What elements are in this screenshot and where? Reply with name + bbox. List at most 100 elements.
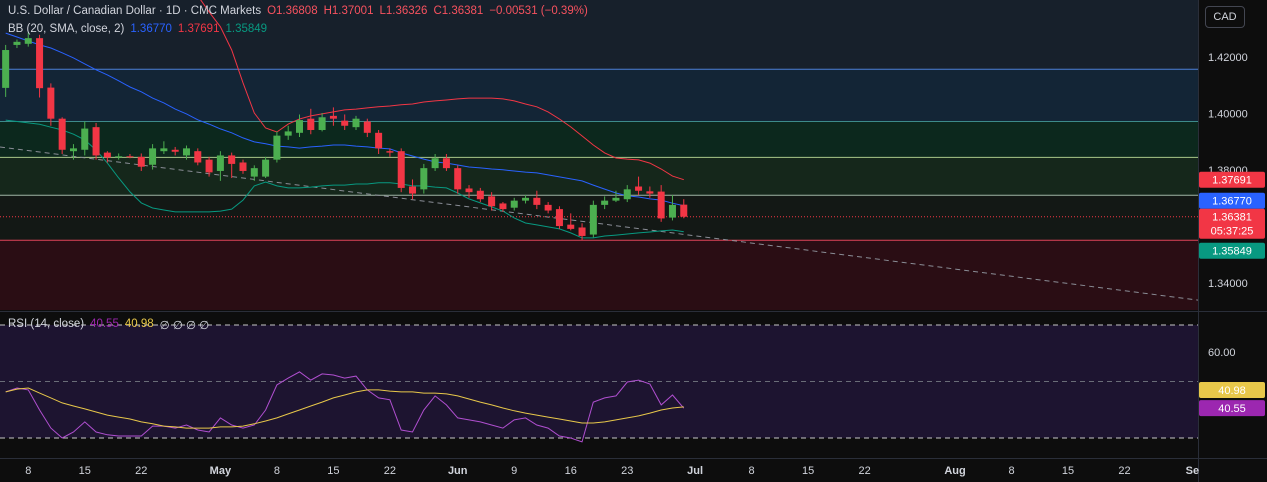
zone <box>0 69 1198 122</box>
ohlc-close: C1.36381 <box>433 5 484 17</box>
candle-body <box>250 168 258 177</box>
candle-body <box>442 158 450 169</box>
price-label: 40.98 <box>1218 385 1246 397</box>
candle-body <box>92 127 100 156</box>
candle-body <box>262 159 270 177</box>
candle-body <box>601 200 609 205</box>
candle-body <box>273 135 281 160</box>
x-tick-label: 15 <box>802 465 814 477</box>
y-tick-label: 60.00 <box>1208 347 1236 359</box>
candle-body <box>420 168 428 190</box>
candle-body <box>431 158 439 169</box>
candle-body <box>555 209 563 227</box>
zone <box>0 240 1198 310</box>
y-tick-label: 1.34000 <box>1208 278 1248 290</box>
candle-body <box>375 132 383 149</box>
candle-body <box>544 204 552 211</box>
candle-body <box>623 189 631 200</box>
rsi-title: RSI (14, close) <box>8 318 85 330</box>
x-tick-label: 15 <box>327 465 339 477</box>
indicator-title: BB (20, SMA, close, 2) <box>8 23 125 35</box>
candle-body <box>612 197 620 201</box>
symbol-legend: U.S. Dollar / Canadian Dollar · 1D · CMC… <box>8 5 588 17</box>
candle-body <box>680 204 688 217</box>
candle-body <box>397 151 405 188</box>
x-tick-label: 16 <box>565 465 577 477</box>
x-tick-label: 9 <box>511 465 517 477</box>
y-tick-label: 1.42000 <box>1208 52 1248 64</box>
candle-body <box>363 121 371 133</box>
candle-body <box>149 148 157 165</box>
ohlc-open: O1.36808 <box>267 5 318 17</box>
bb-basis-value: 1.36770 <box>130 23 172 35</box>
candle-body <box>171 149 179 152</box>
price-label: 1.36770 <box>1212 196 1252 208</box>
candle-body <box>103 152 111 158</box>
rsi-value: 40.55 <box>90 318 119 330</box>
bb-line <box>5 32 684 207</box>
candle-body <box>533 197 541 205</box>
candle-body <box>239 162 247 171</box>
candle-body <box>386 151 394 153</box>
candle-body <box>488 196 496 207</box>
x-tick-label: Se <box>1186 465 1199 477</box>
candle-body <box>47 87 55 119</box>
candle-body <box>296 120 303 133</box>
candle-body <box>589 204 597 235</box>
candle-body <box>499 203 507 210</box>
price-label: 40.55 <box>1218 403 1246 415</box>
candle-body <box>216 155 224 171</box>
x-tick-label: 8 <box>1008 465 1014 477</box>
x-tick-label: 22 <box>135 465 147 477</box>
x-tick-label: 8 <box>25 465 31 477</box>
candle-body <box>69 148 77 152</box>
zone <box>0 157 1198 196</box>
candle-body <box>329 115 337 119</box>
bb-upper-value: 1.37691 <box>177 23 220 35</box>
bb-line <box>200 0 684 181</box>
candle-body <box>510 200 518 208</box>
indicator-legend: BB (20, SMA, close, 2) 1.36770 1.37691 1… <box>8 23 267 35</box>
candle-body <box>205 159 213 173</box>
price-label-box <box>1199 381 1265 398</box>
x-tick-label: Jun <box>448 465 468 477</box>
candle-body <box>454 168 462 190</box>
countdown: 05:37:25 <box>1211 226 1254 238</box>
candle-body <box>36 38 44 89</box>
price-label: 1.37691 <box>1212 175 1252 187</box>
candle-body <box>465 188 473 193</box>
y-tick-label: 1.40000 <box>1208 108 1248 120</box>
price-label-box <box>1199 208 1265 239</box>
candle-body <box>352 118 360 128</box>
candle-body <box>476 190 484 200</box>
x-tick-label: 8 <box>274 465 280 477</box>
candle-body <box>307 118 315 130</box>
ohlc-low: L1.36326 <box>379 5 428 17</box>
candle-body <box>160 148 168 152</box>
price-label-box <box>1199 171 1265 188</box>
trendline <box>0 146 1198 301</box>
candle-body <box>409 186 417 194</box>
rsi-line <box>5 387 684 429</box>
rsi-pane <box>0 324 1198 443</box>
candle-body <box>578 227 586 236</box>
candle-body <box>228 155 236 164</box>
candle-body <box>284 131 292 136</box>
ohlc-high: H1.37001 <box>323 5 374 17</box>
x-tick-label: 15 <box>1062 465 1074 477</box>
candle-body <box>657 191 665 219</box>
price-label: 1.36381 <box>1212 212 1252 224</box>
currency-button[interactable]: CAD <box>1205 6 1245 28</box>
candle-body <box>13 41 21 45</box>
zone <box>0 0 1198 70</box>
candle-body <box>194 151 202 163</box>
candle-body <box>81 128 89 150</box>
bb-line <box>5 119 684 239</box>
zone <box>0 121 1198 158</box>
candle-body <box>24 38 32 44</box>
price-label-box <box>1199 242 1265 259</box>
bb-lower-value: 1.35849 <box>225 23 268 35</box>
